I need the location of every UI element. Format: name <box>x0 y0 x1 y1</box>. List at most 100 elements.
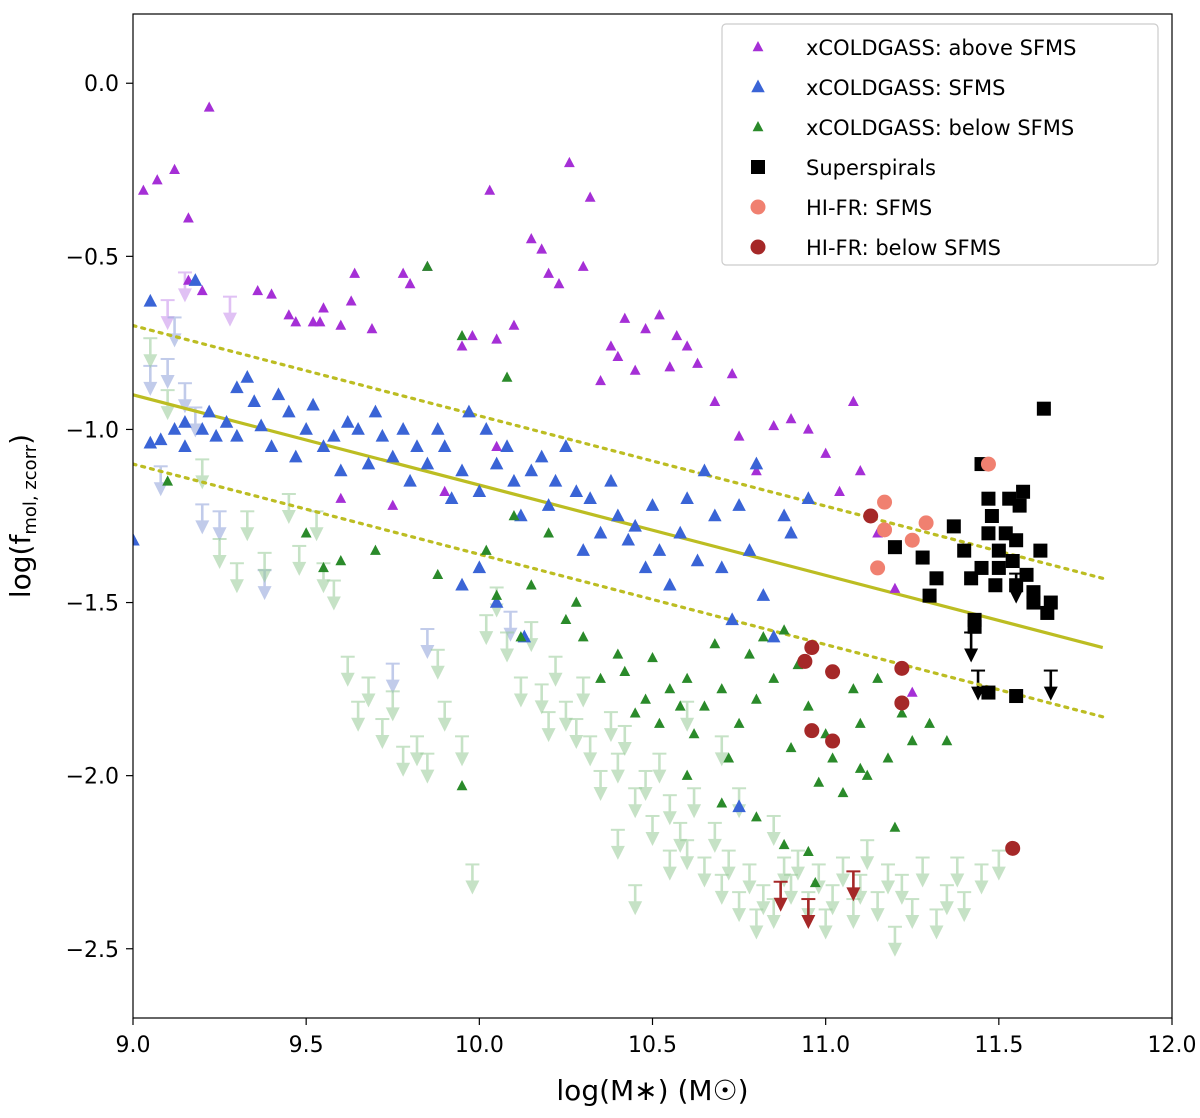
upper-limit-head <box>662 866 677 881</box>
data-point <box>432 568 444 580</box>
data-point <box>455 577 469 591</box>
y-axis-label-main: log(f <box>4 534 37 599</box>
upper-limit-arrow <box>212 510 227 542</box>
data-point <box>349 267 361 278</box>
data-point <box>801 491 816 504</box>
upper-limit-head <box>680 717 695 732</box>
data-point <box>804 723 820 739</box>
upper-limit-head <box>749 925 764 940</box>
upper-limit-head <box>721 866 736 881</box>
upper-limit-arrow <box>340 655 355 687</box>
upper-limit-head <box>628 804 643 819</box>
data-point <box>133 532 140 546</box>
upper-limit-arrow <box>766 814 781 846</box>
data-point <box>361 456 376 470</box>
data-point <box>525 579 537 590</box>
legend-label: xCOLDGASS: SFMS <box>806 76 1005 100</box>
data-point <box>723 752 735 763</box>
data-point <box>882 752 894 763</box>
upper-limit-head <box>143 354 158 369</box>
data-point <box>289 449 303 463</box>
upper-limit-arrow <box>603 711 618 743</box>
legend-label: Superspirals <box>806 156 936 180</box>
data-point <box>904 532 920 548</box>
data-point <box>543 267 554 278</box>
upper-limit-arrow <box>593 769 608 801</box>
data-point <box>548 473 563 487</box>
upper-limit-head <box>396 762 411 777</box>
upper-limit-head <box>340 672 355 687</box>
x-axis-label: log(M∗) (M☉) <box>556 1074 748 1107</box>
y-tick-label: 0.0 <box>84 72 119 97</box>
data-point <box>1036 401 1051 416</box>
data-point <box>335 319 347 330</box>
legend-marker <box>751 160 765 174</box>
upper-limit-arrow <box>326 579 341 611</box>
legend-item: HI-FR: below SFMS <box>750 236 1001 260</box>
upper-limit-arrow <box>870 891 885 923</box>
upper-limit-head <box>351 717 366 732</box>
upper-limit-arrow <box>662 849 677 881</box>
upper-limit-head <box>610 769 625 784</box>
upper-limit-arrow <box>777 856 792 888</box>
upper-limit-arrow <box>385 690 400 722</box>
data-point <box>335 492 347 503</box>
data-point <box>784 525 798 539</box>
upper-limit-arrow <box>811 863 826 895</box>
upper-limit-head <box>593 786 608 801</box>
upper-limit-arrow <box>309 510 324 542</box>
data-point <box>896 707 908 718</box>
upper-limit-arrow <box>894 873 909 905</box>
data-point <box>489 595 504 608</box>
upper-limit-arrow <box>375 718 390 750</box>
data-point <box>196 284 208 296</box>
data-point <box>515 631 527 642</box>
upper-limit-head <box>777 873 792 888</box>
data-point <box>742 543 757 556</box>
data-point <box>370 544 381 555</box>
upper-limit-head <box>881 880 896 895</box>
upper-limit-head <box>662 811 677 826</box>
upper-limit-arrow <box>742 863 757 895</box>
data-point <box>820 447 832 458</box>
data-point <box>647 651 658 663</box>
upper-limit-arrow <box>396 745 411 777</box>
upper-limit-head <box>292 561 307 576</box>
legend-item: xCOLDGASS: above SFMS <box>752 36 1076 60</box>
y-tick-label: −2.5 <box>66 938 119 963</box>
data-point <box>894 660 910 676</box>
data-point <box>766 629 781 643</box>
upper-limit-arrow <box>479 614 494 646</box>
upper-limit-head <box>195 520 210 535</box>
data-point <box>854 464 866 476</box>
upper-limit-arrow <box>939 884 954 916</box>
data-point <box>264 439 279 453</box>
upper-limit-head <box>455 752 470 767</box>
upper-limit-head <box>513 693 528 708</box>
data-point <box>768 419 780 431</box>
upper-limit-head <box>784 890 799 905</box>
data-point <box>984 509 999 523</box>
data-point <box>663 577 677 591</box>
data-point <box>785 413 797 424</box>
data-point <box>583 491 597 504</box>
data-point <box>375 428 390 442</box>
legend-marker <box>752 41 764 52</box>
upper-limit-head <box>950 873 965 888</box>
data-point <box>595 374 606 386</box>
data-point <box>628 518 642 532</box>
upper-limit-arrow <box>257 551 272 583</box>
upper-limit-head <box>773 897 788 912</box>
upper-limit-head <box>385 679 400 694</box>
upper-limit-arrow <box>500 631 515 663</box>
data-point <box>508 510 520 521</box>
legend-item: xCOLDGASS: below SFMS <box>752 116 1074 140</box>
legend-marker <box>752 121 764 132</box>
data-point <box>480 544 492 555</box>
upper-limit-arrow <box>860 839 875 871</box>
legend-label: HI-FR: SFMS <box>806 196 932 220</box>
upper-limit-head <box>534 700 549 715</box>
data-point <box>690 553 705 567</box>
series-1 <box>133 273 816 813</box>
